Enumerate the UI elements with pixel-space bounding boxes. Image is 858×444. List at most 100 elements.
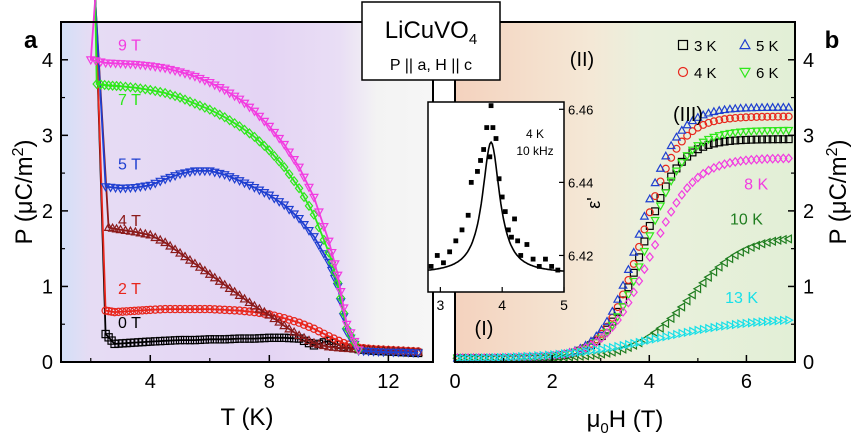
legend-marker-6-k: [739, 67, 751, 79]
panel-b-ytick-label: 4: [803, 50, 814, 72]
inset-frame: [427, 101, 565, 293]
series-line-4-t: [94, 0, 419, 354]
data-point-5-k: [703, 108, 714, 117]
data-point-9-t: [345, 329, 356, 339]
data-point-5-t: [373, 348, 384, 358]
data-point-7-t: [225, 114, 235, 126]
data-point-2-t: [235, 306, 244, 315]
data-point-0-t: [190, 335, 200, 345]
data-point-7-t: [235, 121, 244, 132]
data-point-6-k: [677, 159, 687, 168]
panel-b-xlabel: μ0H (T): [587, 406, 664, 437]
data-point-4-k: [725, 114, 734, 123]
data-point-5-t: [194, 167, 205, 177]
data-point-9-t: [299, 173, 310, 183]
data-point-9-t: [323, 237, 334, 247]
inset-data-point: [549, 264, 555, 269]
inset-data-point: [530, 256, 536, 262]
panel-b-series-layer: 8 K 10 K 13 K: [452, 102, 794, 364]
data-point-9-t: [304, 183, 314, 193]
data-point-13-k: [683, 327, 693, 338]
data-point-4-k: [731, 113, 740, 122]
panel-b-axes: 0 2 4 6 0 1 2 3 4: [449, 50, 814, 393]
data-point-5-k: [650, 177, 660, 187]
panel-a-xtick-label: 12: [377, 371, 399, 393]
data-point-13-k: [518, 351, 527, 362]
inset-data-point: [490, 125, 496, 130]
data-point-4-k: [768, 112, 777, 121]
data-point-6-k: [623, 291, 634, 300]
data-point-13-k: [678, 328, 687, 339]
data-point-10-k: [698, 278, 707, 288]
data-point-2-t: [299, 320, 309, 329]
data-point-8-k: [608, 321, 617, 333]
data-point-7-t: [264, 145, 274, 156]
data-point-9-t: [130, 60, 141, 70]
data-point-4-t: [244, 297, 255, 307]
data-point-2-t: [190, 304, 200, 314]
data-point-10-k: [687, 290, 696, 300]
data-point-10-k: [692, 283, 702, 294]
data-point-13-k: [593, 345, 602, 355]
data-point-5-t: [135, 183, 146, 193]
data-point-9-t: [308, 193, 319, 203]
data-point-7-t: [342, 322, 352, 334]
panel-b-ytick-label: 2: [803, 201, 814, 223]
data-point-3-k: [640, 237, 649, 246]
data-point-10-k: [751, 240, 760, 251]
data-point-9-t: [249, 107, 260, 117]
inset-data-point: [515, 238, 521, 244]
data-point-13-k: [475, 353, 484, 363]
data-point-7-t: [304, 200, 314, 212]
data-point-7-t: [245, 128, 254, 139]
inset-xtick-label: 4: [498, 297, 506, 313]
data-point-8-k: [784, 153, 793, 164]
data-point-4-t: [175, 247, 186, 257]
data-point-13-k: [715, 321, 725, 332]
data-point-8-k: [618, 306, 628, 317]
data-point-2-t: [122, 307, 131, 316]
data-point-7-t: [180, 94, 190, 105]
data-point-2-t: [180, 304, 190, 314]
legend-marker-4-k: [677, 66, 689, 78]
data-point-4-t: [318, 340, 329, 350]
data-point-13-k: [598, 344, 607, 354]
data-point-4-t: [274, 316, 285, 326]
data-point-0-t: [200, 335, 210, 344]
data-point-3-k: [752, 135, 761, 144]
data-point-13-k: [726, 320, 736, 331]
data-point-0-t: [245, 334, 254, 343]
data-point-2-t: [146, 305, 155, 315]
data-point-13-k: [657, 333, 666, 343]
data-point-5-t: [130, 183, 141, 193]
data-point-6-k: [725, 129, 735, 139]
curve-label-13-k: 13 K: [725, 290, 758, 307]
data-point-0-t: [215, 335, 224, 344]
data-point-5-t: [100, 183, 111, 193]
data-point-4-t: [199, 265, 210, 275]
data-point-13-k: [710, 322, 720, 333]
data-point-5-t: [363, 347, 374, 357]
data-point-2-t: [245, 307, 254, 316]
data-point-4-t: [229, 286, 240, 296]
data-point-4-t: [150, 232, 161, 242]
data-point-7-t: [274, 156, 284, 167]
data-point-9-t: [115, 60, 126, 69]
curve-label-7-t: 7 T: [118, 92, 141, 109]
data-point-13-k: [539, 350, 549, 361]
data-point-6-k: [693, 142, 703, 151]
data-point-5-k: [602, 316, 612, 325]
panel-b-xtick-label: 2: [547, 371, 558, 393]
data-point-4-t: [313, 339, 324, 348]
data-point-7-t: [230, 117, 239, 129]
data-point-9-t: [105, 59, 116, 69]
data-point-9-t: [313, 208, 324, 218]
data-point-4-k: [704, 118, 713, 127]
data-point-7-t: [205, 104, 215, 115]
panel-a-series-layer: 9 T 7 T 5 T 4 T 2 T 0 T: [85, 0, 424, 359]
data-point-2-t: [104, 306, 113, 316]
data-point-13-k: [763, 316, 773, 327]
data-point-4-k: [699, 120, 708, 129]
data-point-4-t: [328, 342, 339, 351]
